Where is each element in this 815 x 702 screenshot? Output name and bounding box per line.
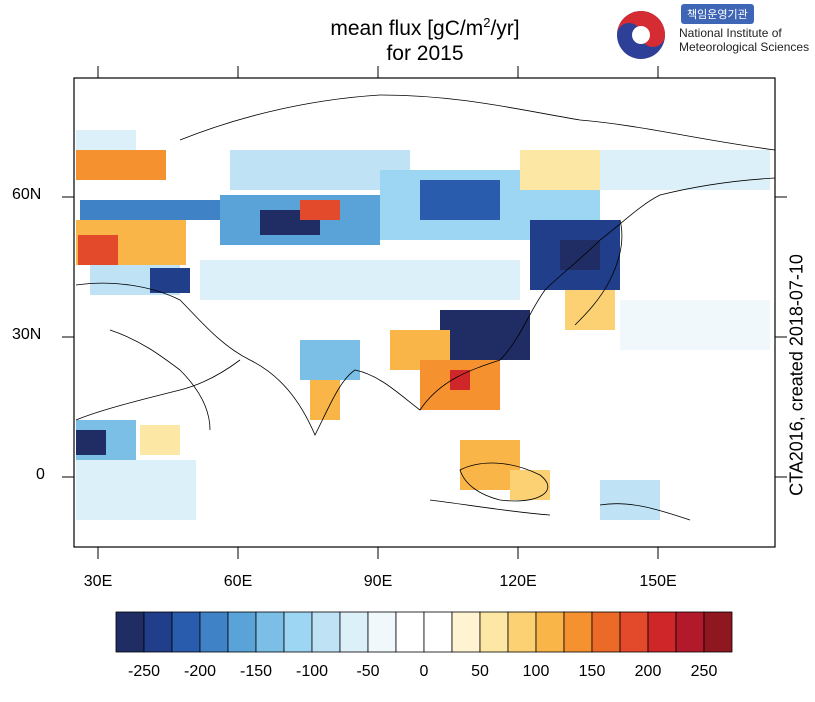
nims-logo: 책임운영기관 National Institute of Meteorologi…: [613, 4, 813, 64]
cell: [560, 240, 600, 270]
x-tick-label-90e: 90E: [363, 573, 393, 590]
colorbar-swatch: [647, 611, 677, 653]
map-title: mean flux [gC/m2/yr] for 2015: [280, 10, 570, 66]
colorbar-swatch: [115, 611, 145, 653]
colorbar-swatch: [171, 611, 201, 653]
colorbar-swatch: [423, 611, 453, 653]
cell: [600, 480, 660, 520]
colorbar-label: -100: [295, 663, 329, 680]
colorbar-swatch: [199, 611, 229, 653]
colorbar-label: 0: [419, 663, 429, 680]
y-tick-label-30n: 30N: [12, 326, 42, 343]
colorbar-label: 150: [578, 663, 606, 680]
colorbar-swatch: [675, 611, 705, 653]
x-tick-label-60e: 60E: [223, 573, 253, 590]
colorbar-label: 250: [690, 663, 718, 680]
cell: [78, 235, 118, 265]
cell: [80, 200, 220, 220]
flux-cells: [76, 130, 770, 520]
cell: [600, 150, 770, 190]
x-tick-label-30e: 30E: [83, 573, 113, 590]
cell: [620, 300, 770, 350]
cell: [76, 430, 106, 455]
colorbar-swatch: [619, 611, 649, 653]
frame-ticks: [62, 66, 787, 559]
colorbar-swatch: [507, 611, 537, 653]
cell: [150, 268, 190, 293]
taegeuk-logo-icon: [617, 11, 665, 59]
cell: [200, 260, 520, 300]
colorbar-swatch: [479, 611, 509, 653]
colorbar-swatch: [367, 611, 397, 653]
colorbar: [115, 611, 733, 653]
x-tick-label-120e: 120E: [499, 573, 537, 590]
colorbar-swatch: [339, 611, 369, 653]
colorbar-label: 100: [522, 663, 550, 680]
cell: [300, 340, 360, 380]
colorbar-swatch: [591, 611, 621, 653]
colorbar-label: -150: [239, 663, 273, 680]
y-tick-label-60n: 60N: [12, 186, 42, 203]
cell: [565, 290, 615, 330]
colorbar-swatch: [283, 611, 313, 653]
y-tick-label-0: 0: [36, 466, 45, 483]
title-line-1: mean flux [gC/m2/yr]: [330, 15, 520, 40]
creation-note: CTA2016, created 2018-07-10: [786, 254, 807, 496]
colorbar-swatch: [143, 611, 173, 653]
colorbar-swatch: [395, 611, 425, 653]
cell: [510, 470, 550, 500]
cell: [420, 180, 500, 220]
colorbar-swatch: [703, 611, 733, 653]
colorbar-swatch: [535, 611, 565, 653]
cell: [76, 460, 196, 520]
colorbar-label: 50: [471, 663, 489, 680]
coastlines: [75, 94, 776, 521]
cell: [76, 130, 136, 150]
colorbar-swatch: [227, 611, 257, 653]
colorbar-swatch: [563, 611, 593, 653]
x-tick-label-150e: 150E: [639, 573, 677, 590]
cell: [440, 310, 530, 360]
colorbar-swatch: [311, 611, 341, 653]
cell: [300, 200, 340, 220]
colorbar-label: -250: [127, 663, 161, 680]
logo-institute-name: National Institute of Meteorological Sci…: [679, 26, 810, 54]
cell: [76, 150, 166, 180]
title-line-2: for 2015: [386, 42, 464, 65]
logo-badge: 책임운영기관: [681, 4, 754, 24]
cell: [310, 380, 340, 420]
colorbar-swatch: [255, 611, 285, 653]
colorbar-label: 200: [634, 663, 662, 680]
cell: [140, 425, 180, 455]
colorbar-label: -200: [183, 663, 217, 680]
cell: [450, 370, 470, 390]
colorbar-swatch: [451, 611, 481, 653]
colorbar-label: -50: [356, 663, 380, 680]
